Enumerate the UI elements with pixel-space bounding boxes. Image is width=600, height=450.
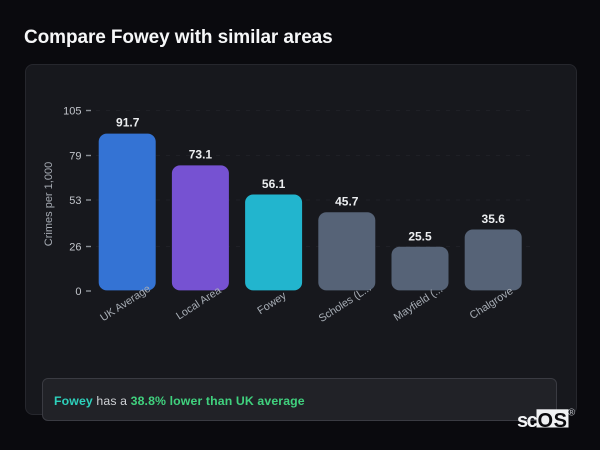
svg-text:45.7: 45.7 [335,195,359,209]
svg-text:sc: sc [517,410,538,432]
svg-text:26: 26 [69,242,81,254]
svg-text:Fowey: Fowey [255,289,289,317]
svg-text:®: ® [568,407,576,418]
svg-text:25.5: 25.5 [408,229,432,243]
svg-text:OS: OS [538,410,568,432]
svg-text:105: 105 [63,106,81,118]
svg-text:35.6: 35.6 [482,212,506,226]
svg-text:91.7: 91.7 [116,116,140,130]
svg-text:53: 53 [69,195,81,207]
svg-text:Crimes per 1,000: Crimes per 1,000 [43,162,55,246]
svg-text:Chalgrove: Chalgrove [468,285,516,322]
svg-text:56.1: 56.1 [262,177,286,191]
svg-text:73.1: 73.1 [189,148,213,162]
svg-text:0: 0 [75,286,81,298]
svg-text:79: 79 [69,151,81,163]
